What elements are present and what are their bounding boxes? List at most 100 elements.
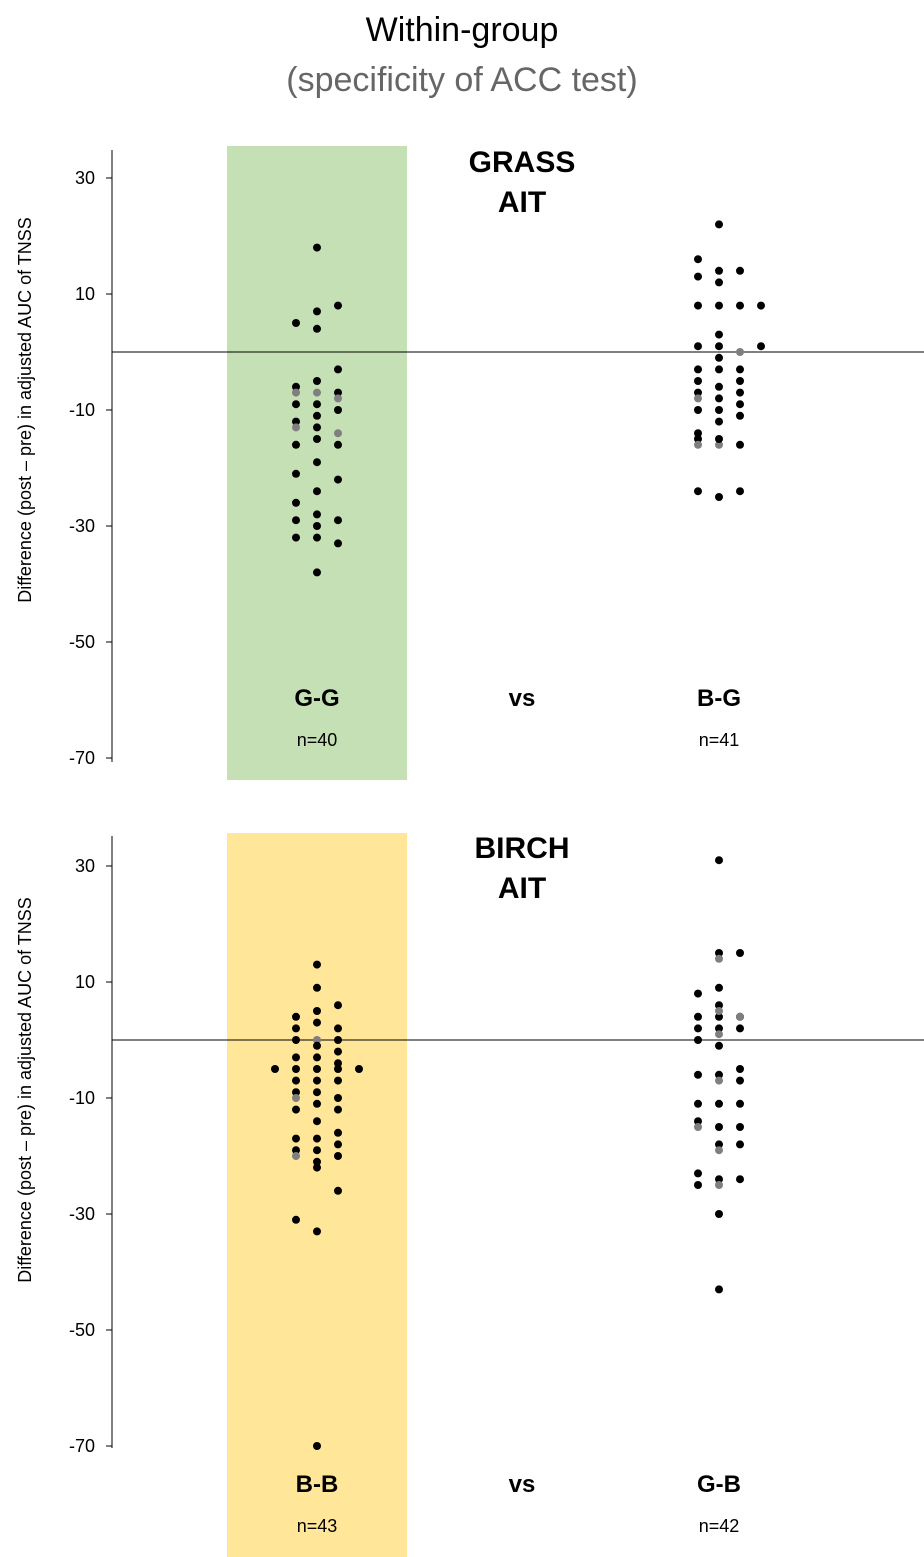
data-point — [715, 342, 723, 351]
data-point — [694, 989, 702, 998]
data-point — [715, 365, 723, 374]
data-point — [313, 1053, 321, 1062]
data-point — [292, 1065, 300, 1073]
data-point — [313, 960, 321, 969]
data-point — [715, 417, 723, 426]
y-tick-label: 30 — [75, 856, 95, 876]
data-point — [334, 1047, 342, 1056]
group-label: G-B — [697, 1471, 741, 1498]
data-point — [313, 1088, 321, 1097]
data-point — [313, 243, 321, 252]
data-point — [715, 220, 723, 229]
y-tick-label: -50 — [69, 632, 95, 652]
data-point — [694, 342, 702, 351]
data-point — [334, 394, 342, 403]
group-label: B-G — [697, 685, 741, 712]
data-point — [334, 1024, 342, 1033]
data-point — [757, 301, 765, 310]
data-point — [313, 1442, 321, 1450]
data-point — [292, 440, 300, 449]
data-point — [334, 1076, 342, 1085]
data-point — [292, 388, 300, 397]
y-tick-label: -50 — [69, 1320, 95, 1340]
data-point — [313, 568, 321, 577]
data-point — [334, 1094, 342, 1102]
data-point — [694, 440, 702, 449]
data-point — [694, 1117, 702, 1126]
data-point — [292, 1012, 300, 1021]
y-axis-label: Difference (post – pre) in adjusted AUC … — [15, 217, 35, 603]
data-point — [736, 1076, 744, 1085]
data-point — [334, 1065, 342, 1073]
data-point — [715, 1030, 723, 1039]
data-point — [313, 1099, 321, 1108]
data-point — [736, 348, 744, 356]
data-point — [715, 278, 723, 287]
data-point — [736, 266, 744, 275]
data-point — [736, 1012, 744, 1021]
data-point — [715, 1175, 723, 1184]
data-point — [334, 1001, 342, 1010]
data-point — [292, 1076, 300, 1085]
data-point — [715, 1146, 723, 1155]
data-point — [313, 487, 321, 496]
data-point — [694, 1070, 702, 1079]
data-point — [292, 1036, 300, 1044]
data-point — [694, 272, 702, 281]
data-point — [313, 423, 321, 432]
data-point — [715, 394, 723, 403]
y-axis-label: Difference (post – pre) in adjusted AUC … — [15, 897, 35, 1283]
panel-title-line: BIRCH — [475, 832, 570, 865]
data-point — [313, 324, 321, 333]
data-point — [292, 417, 300, 426]
y-tick-label: -70 — [69, 1436, 95, 1456]
data-point — [292, 382, 300, 391]
data-point — [334, 1152, 342, 1160]
data-point — [313, 400, 321, 409]
data-point — [715, 1070, 723, 1079]
data-point — [736, 377, 744, 385]
data-point — [757, 342, 765, 351]
data-point — [334, 516, 342, 525]
data-point — [292, 1105, 300, 1114]
data-point — [694, 1181, 702, 1189]
y-tick-label: -10 — [69, 400, 95, 420]
data-point — [715, 1123, 723, 1131]
data-point — [715, 949, 723, 957]
data-point — [715, 1285, 723, 1294]
data-point — [292, 319, 300, 327]
data-point — [694, 1024, 702, 1033]
data-point — [736, 1123, 744, 1131]
data-point — [313, 411, 321, 420]
data-point — [313, 388, 321, 397]
data-point — [715, 1041, 723, 1050]
data-point — [715, 983, 723, 992]
data-point — [736, 411, 744, 420]
data-point — [694, 1169, 702, 1178]
group-label: G-G — [294, 685, 339, 712]
data-point — [292, 469, 300, 478]
group-n-label: n=43 — [297, 1516, 338, 1536]
data-point — [334, 1036, 342, 1044]
data-point — [736, 400, 744, 409]
data-point — [292, 1152, 300, 1160]
data-point — [736, 1099, 744, 1108]
data-point — [334, 1128, 342, 1137]
data-point — [355, 1065, 363, 1073]
data-point — [694, 377, 702, 385]
data-point — [313, 1163, 321, 1172]
comparison-vs-label: vs — [509, 685, 536, 712]
data-point — [736, 301, 744, 310]
data-point — [292, 498, 300, 507]
data-point — [694, 301, 702, 310]
data-point — [334, 1186, 342, 1195]
y-tick-label: -30 — [69, 1204, 95, 1224]
data-point — [715, 954, 723, 963]
data-point — [334, 1059, 342, 1068]
figure-title: Within-group — [365, 11, 559, 49]
data-point — [715, 1140, 723, 1149]
data-point — [715, 440, 723, 449]
data-point — [313, 435, 321, 443]
data-point — [736, 388, 744, 397]
data-point — [313, 1041, 321, 1050]
